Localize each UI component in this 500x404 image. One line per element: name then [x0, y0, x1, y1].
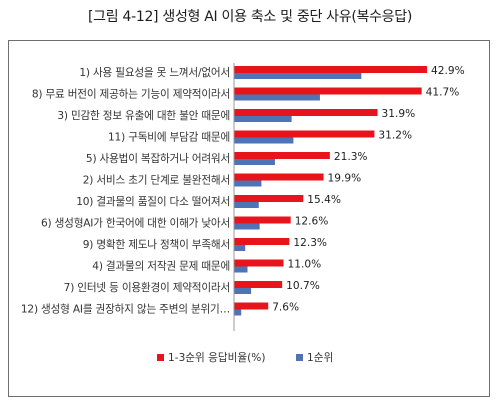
- data-label: 21.3%: [334, 151, 368, 163]
- category-label: 5) 사용법이 복잡하거나 어려워서: [86, 152, 230, 165]
- bar-total: [234, 281, 283, 288]
- bar-first-rank: [234, 245, 246, 251]
- data-label: 10.7%: [286, 280, 320, 292]
- category-label: 2) 서비스 초기 단계로 불완전해서: [83, 174, 230, 187]
- bar-total: [234, 302, 269, 310]
- bar-total: [234, 109, 378, 116]
- bar-first-rank: [234, 73, 362, 79]
- category-labels: 1) 사용 필요성을 못 느껴서/없어서 8) 무료 버전이 제공하는 기능이 제…: [21, 66, 230, 316]
- bar-first-rank: [234, 309, 242, 316]
- bar-first-rank: [234, 137, 294, 144]
- category-label: 3) 민감한 정보 유출에 대한 불안 때문에: [57, 110, 230, 122]
- category-label: 12) 생성형 AI를 권장하지 않는 주변의 분위기…: [21, 303, 230, 316]
- bar-first-rank: [234, 223, 260, 230]
- category-label: 11) 구독비에 부담감 때문에: [108, 132, 230, 144]
- category-label: 8) 무료 버전이 제공하는 기능이 제약적이라서: [32, 88, 230, 101]
- category-label: 6) 생성형AI가 한국어에 대한 이해가 낮아서: [41, 217, 230, 230]
- bar-first-rank: [234, 159, 275, 165]
- data-label: 12.3%: [293, 237, 327, 249]
- bar-chart: 1) 사용 필요성을 못 느껴서/없어서 8) 무료 버전이 제공하는 기능이 제…: [21, 63, 465, 364]
- legend: 1-3순위 응답비율(%) 1순위: [157, 351, 333, 364]
- bar-total: [234, 87, 422, 95]
- legend-label-total: 1-3순위 응답비율(%): [168, 351, 265, 364]
- data-label: 15.4%: [307, 194, 341, 206]
- bar-total: [234, 152, 330, 159]
- bar-total: [234, 66, 428, 73]
- category-label: 7) 인터넷 등 이용환경이 제약적이라서: [64, 281, 230, 294]
- bar-first-rank: [234, 288, 252, 294]
- category-label: 9) 명확한 제도나 정책이 부족해서: [83, 238, 230, 251]
- category-label: 1) 사용 필요성을 못 느껴서/없어서: [79, 66, 230, 79]
- legend-label-first: 1순위: [307, 351, 333, 364]
- bar-first-rank: [234, 266, 248, 273]
- category-label: 4) 결과물의 저작권 문제 때문에: [92, 261, 230, 273]
- data-label: 31.9%: [382, 108, 416, 120]
- bar-first-rank: [234, 180, 262, 187]
- bar-total: [234, 195, 304, 202]
- bar-first-rank: [234, 94, 320, 101]
- bar-total: [234, 259, 284, 267]
- legend-swatch-first: [296, 354, 303, 361]
- data-label: 11.0%: [288, 259, 322, 271]
- bars: [234, 66, 428, 316]
- bar-total: [234, 216, 291, 224]
- data-label: 12.6%: [295, 216, 329, 228]
- data-label: 19.9%: [328, 173, 362, 185]
- bar-first-rank: [234, 202, 259, 208]
- chart-frame: 1) 사용 필요성을 못 느껴서/없어서 8) 무료 버전이 제공하는 기능이 제…: [8, 40, 490, 397]
- bar-total: [234, 173, 324, 181]
- legend-swatch-total: [157, 354, 164, 361]
- data-label: 7.6%: [272, 302, 299, 314]
- bar-total: [234, 238, 290, 245]
- bar-first-rank: [234, 116, 292, 122]
- data-label: 31.2%: [378, 130, 412, 142]
- data-label: 41.7%: [426, 87, 460, 99]
- category-label: 10) 결과물의 품질이 다소 떨어져서: [76, 196, 230, 208]
- data-label: 42.9%: [431, 65, 465, 77]
- value-labels: 42.9% 41.7% 31.9% 31.2% 21.3% 19.9% 15.4% 12.6%…: [272, 65, 465, 314]
- bar-total: [234, 130, 375, 138]
- chart-title: [그림 4-12] 생성형 AI 이용 축소 및 중단 사유(복수응답): [88, 9, 412, 25]
